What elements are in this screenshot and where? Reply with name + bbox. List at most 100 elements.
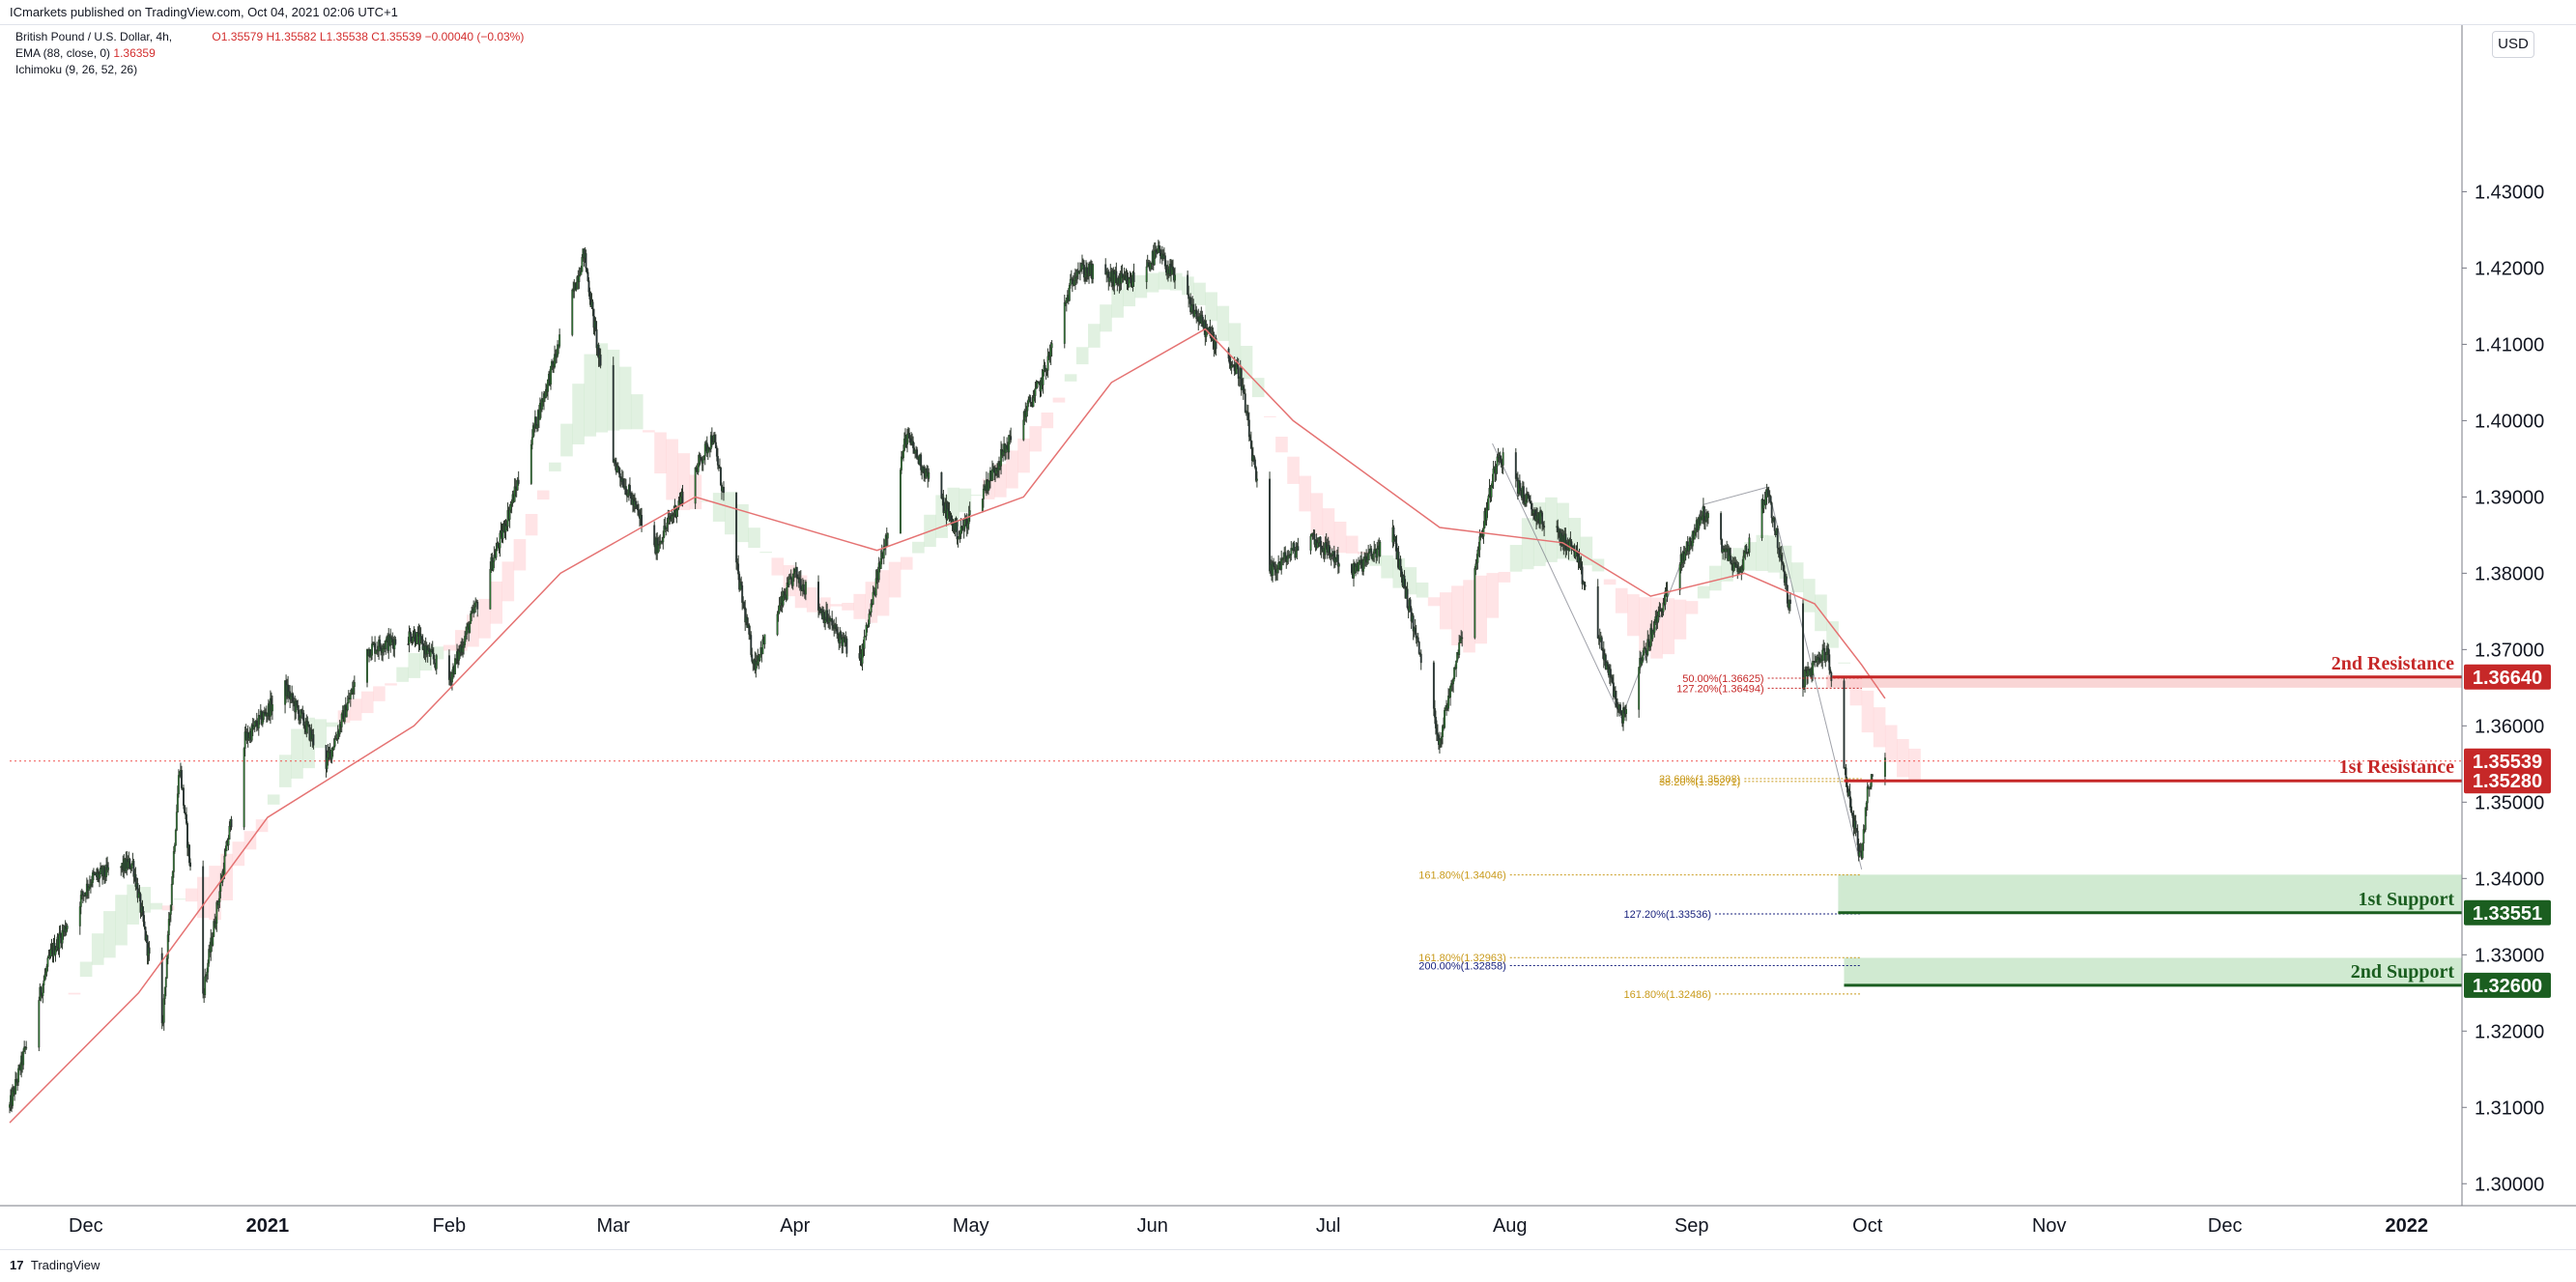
footer-brand[interactable]: TradingView [30, 1258, 100, 1272]
ichimoku-cloud-segment [584, 354, 597, 437]
candle-body [1805, 669, 1807, 672]
ichimoku-cloud-segment [1509, 545, 1523, 572]
ichimoku-cloud-segment [1416, 582, 1429, 598]
candle-body [44, 971, 47, 976]
ichimoku-cloud-segment [701, 500, 714, 502]
candle-body [1522, 486, 1525, 503]
candle-body [379, 640, 382, 648]
candle-body [1611, 677, 1614, 683]
level-name-label: 2nd Support [2351, 961, 2455, 983]
candle-body [1438, 739, 1441, 746]
price-chart[interactable]: 50.00%(1.36625)127.20%(1.36494) 23.60%(1.… [0, 0, 2576, 1249]
candle-body [777, 612, 780, 615]
candle-body [1293, 543, 1296, 552]
candle-body [993, 468, 995, 473]
publisher-header: ICmarkets published on TradingView.com, … [0, 0, 2576, 25]
candle-body [702, 455, 705, 461]
candle-body [621, 478, 624, 488]
ichimoku-cloud-segment [91, 933, 104, 965]
ichimoku-cloud-segment [1803, 579, 1816, 613]
ichimoku-cloud-segment [385, 683, 397, 686]
candle-body [290, 696, 293, 700]
ichimoku-cloud-segment [1744, 542, 1757, 571]
ichimoku-cloud-segment [830, 604, 843, 607]
ichimoku-cloud-segment [654, 432, 667, 474]
candle-body [299, 717, 301, 721]
candle-body [1164, 265, 1167, 272]
candle-body [594, 321, 597, 330]
x-tick-label: Oct [1852, 1215, 1883, 1237]
candle-body [1689, 538, 1692, 543]
currency-button[interactable]: USD [2492, 31, 2534, 58]
candle-body [170, 883, 173, 906]
candle-body [1496, 456, 1499, 467]
candle-body [469, 623, 472, 634]
candle-body [1417, 637, 1419, 642]
candle-body [1490, 485, 1493, 498]
ichimoku-cloud-segment [1299, 475, 1312, 512]
ichimoku-cloud-segment [1708, 565, 1722, 591]
ichimoku-cloud-segment [1521, 518, 1534, 570]
fib-level-label: 161.80%(1.34046) [1418, 870, 1506, 882]
ichimoku-cloud-segment [396, 667, 409, 682]
candle-body [624, 486, 627, 496]
candle-body [1113, 273, 1116, 287]
candle-body [148, 947, 151, 954]
candle-body [252, 726, 255, 729]
ichimoku-cloud-segment [1580, 536, 1593, 566]
candle-body [1843, 680, 1846, 769]
candle-body [1050, 343, 1053, 349]
candle-body [180, 770, 183, 788]
candle-body [1286, 557, 1289, 562]
candle-body [635, 500, 637, 505]
candle-body [1255, 478, 1258, 481]
ichimoku-cloud-segment [643, 430, 655, 433]
ichimoku-cloud-segment [490, 581, 502, 624]
ichimoku-cloud-segment [912, 541, 925, 554]
candle-body [1336, 555, 1339, 567]
candle-body [748, 624, 751, 635]
ichimoku-cloud-segment [1345, 535, 1359, 554]
candle-body [1530, 500, 1531, 504]
candle-body [1864, 807, 1867, 830]
ichimoku-cloud-segment [970, 495, 984, 497]
candle-body [296, 700, 299, 706]
candle-body [1029, 397, 1032, 403]
fib-level-label: 23.60%(1.35308) [1659, 774, 1740, 785]
y-tick-label: 1.36000 [2475, 716, 2544, 737]
ichimoku-cloud-segment [279, 755, 292, 787]
candle-body [510, 502, 513, 505]
candle-body [390, 637, 393, 640]
candle-body [1400, 568, 1403, 575]
ichimoku-cloud-segment [1251, 378, 1265, 398]
ichimoku-cloud-segment [1662, 598, 1675, 655]
y-tick-label: 1.33000 [2475, 945, 2544, 966]
legend-ichimoku-row[interactable]: Ichimoku (9, 26, 52, 26) [15, 62, 524, 78]
candle-body [1781, 561, 1784, 564]
candle-body [1434, 717, 1437, 728]
legend-ema-row[interactable]: EMA (88, close, 0) 1.36359 [15, 45, 524, 62]
candle-body [789, 576, 792, 580]
candle-body [1284, 552, 1287, 557]
candle-body [79, 895, 82, 907]
candle-body [107, 867, 110, 870]
tradingview-logo-icon[interactable]: 17 [10, 1258, 24, 1272]
candle-body [189, 862, 191, 868]
legend-symbol: British Pound / U.S. Dollar, 4h, [15, 30, 173, 43]
ichimoku-cloud-segment [759, 552, 772, 554]
candle-body [711, 442, 714, 444]
candle-body [1403, 575, 1406, 588]
candle-body [997, 469, 999, 471]
candle-body [66, 926, 69, 929]
candle-body [1253, 459, 1256, 469]
candle-body [1153, 250, 1156, 266]
candle-body [1527, 494, 1530, 499]
ichimoku-cloud-segment [1287, 456, 1300, 484]
ichimoku-cloud-segment [513, 539, 527, 571]
candle-body [162, 998, 165, 1023]
y-tick-label: 1.30000 [2475, 1174, 2544, 1195]
candle-body [90, 882, 93, 885]
support-zone-2 [1844, 957, 2462, 985]
candle-body [43, 980, 45, 986]
candle-body [87, 886, 90, 891]
